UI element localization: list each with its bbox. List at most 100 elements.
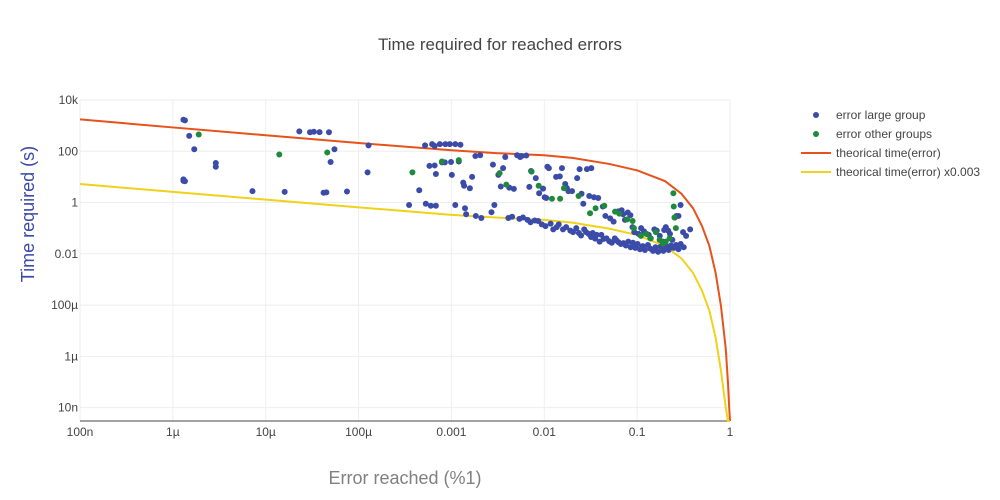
data-point-0[interactable] [448, 171, 455, 178]
data-point-0[interactable] [478, 214, 485, 221]
data-point-0[interactable] [520, 214, 527, 221]
data-point-1[interactable] [624, 216, 631, 223]
data-point-0[interactable] [532, 175, 539, 182]
data-point-1[interactable] [276, 151, 283, 158]
data-point-0[interactable] [488, 209, 495, 216]
data-point-1[interactable] [535, 182, 542, 189]
data-point-0[interactable] [466, 185, 473, 192]
data-point-0[interactable] [563, 224, 570, 231]
data-point-0[interactable] [677, 202, 684, 209]
data-point-0[interactable] [547, 220, 554, 227]
data-point-0[interactable] [477, 152, 484, 159]
data-point-1[interactable] [637, 232, 644, 239]
data-point-0[interactable] [448, 159, 455, 166]
data-point-0[interactable] [316, 129, 323, 136]
data-point-1[interactable] [409, 169, 416, 176]
data-point-0[interactable] [422, 200, 429, 207]
data-point-0[interactable] [655, 248, 662, 255]
data-point-0[interactable] [461, 182, 468, 189]
data-point-0[interactable] [569, 188, 576, 195]
data-point-0[interactable] [540, 185, 547, 192]
data-point-0[interactable] [687, 226, 694, 233]
data-point-0[interactable] [523, 152, 530, 159]
data-point-0[interactable] [665, 247, 672, 254]
data-point-1[interactable] [670, 190, 677, 197]
data-point-1[interactable] [195, 131, 202, 138]
data-point-0[interactable] [586, 192, 593, 199]
data-point-0[interactable] [296, 128, 303, 135]
legend-item[interactable]: error large group [813, 108, 926, 122]
data-point-0[interactable] [627, 212, 634, 219]
data-point-0[interactable] [544, 163, 551, 170]
data-point-0[interactable] [627, 244, 634, 251]
data-point-0[interactable] [446, 141, 453, 148]
data-point-1[interactable] [548, 195, 555, 202]
plot-area[interactable] [79, 116, 731, 422]
data-point-0[interactable] [573, 225, 580, 232]
data-point-0[interactable] [212, 163, 219, 170]
data-point-0[interactable] [331, 146, 338, 153]
data-point-0[interactable] [542, 223, 549, 230]
data-point-1[interactable] [592, 205, 599, 212]
data-point-0[interactable] [181, 117, 188, 124]
data-point-0[interactable] [543, 195, 550, 202]
data-point-1[interactable] [324, 149, 331, 156]
data-point-0[interactable] [510, 185, 517, 192]
data-point-0[interactable] [422, 142, 429, 149]
legend-item[interactable]: theorical time(error) [801, 146, 941, 160]
data-point-0[interactable] [281, 188, 288, 195]
data-point-0[interactable] [426, 162, 433, 169]
data-point-0[interactable] [578, 232, 585, 239]
legend-item[interactable]: theorical time(error) x0.003 [801, 165, 980, 179]
data-point-0[interactable] [556, 173, 563, 180]
data-point-0[interactable] [536, 190, 543, 197]
data-point-0[interactable] [181, 178, 188, 185]
data-point-0[interactable] [406, 202, 413, 209]
data-point-0[interactable] [364, 169, 371, 176]
data-point-1[interactable] [455, 157, 462, 164]
data-point-0[interactable] [555, 221, 562, 228]
data-point-0[interactable] [683, 232, 690, 239]
data-point-0[interactable] [472, 153, 479, 160]
data-point-0[interactable] [442, 141, 449, 148]
data-point-0[interactable] [660, 247, 667, 254]
data-point-1[interactable] [630, 225, 637, 232]
data-point-0[interactable] [593, 231, 600, 238]
data-point-0[interactable] [641, 247, 648, 254]
data-point-0[interactable] [431, 162, 438, 169]
data-point-0[interactable] [310, 128, 317, 135]
data-point-1[interactable] [560, 185, 567, 192]
data-point-0[interactable] [500, 165, 507, 172]
data-point-0[interactable] [457, 141, 464, 148]
data-point-0[interactable] [608, 239, 615, 246]
data-point-1[interactable] [647, 235, 654, 242]
data-point-0[interactable] [680, 244, 687, 251]
data-point-0[interactable] [629, 239, 636, 246]
data-point-0[interactable] [526, 183, 533, 190]
data-point-0[interactable] [463, 211, 470, 218]
data-point-0[interactable] [431, 143, 438, 150]
data-point-0[interactable] [472, 212, 479, 219]
data-point-0[interactable] [570, 229, 577, 236]
data-point-0[interactable] [509, 213, 516, 220]
data-point-0[interactable] [427, 202, 434, 209]
legend[interactable]: error large group error other groups theor… [801, 108, 980, 179]
data-point-0[interactable] [576, 166, 583, 173]
data-point-1[interactable] [575, 192, 582, 199]
data-point-0[interactable] [588, 165, 595, 172]
data-point-0[interactable] [365, 142, 372, 149]
data-point-0[interactable] [327, 159, 334, 166]
data-point-0[interactable] [436, 141, 443, 148]
data-point-1[interactable] [557, 195, 564, 202]
data-point-0[interactable] [574, 175, 581, 182]
data-point-0[interactable] [452, 141, 459, 148]
data-point-0[interactable] [432, 202, 439, 209]
data-point-0[interactable] [580, 200, 587, 207]
data-point-1[interactable] [652, 229, 659, 236]
data-point-1[interactable] [503, 181, 510, 188]
data-point-0[interactable] [186, 132, 193, 139]
data-point-0[interactable] [491, 202, 498, 209]
data-point-0[interactable] [666, 230, 673, 237]
data-point-0[interactable] [625, 238, 632, 245]
data-point-0[interactable] [518, 153, 525, 160]
